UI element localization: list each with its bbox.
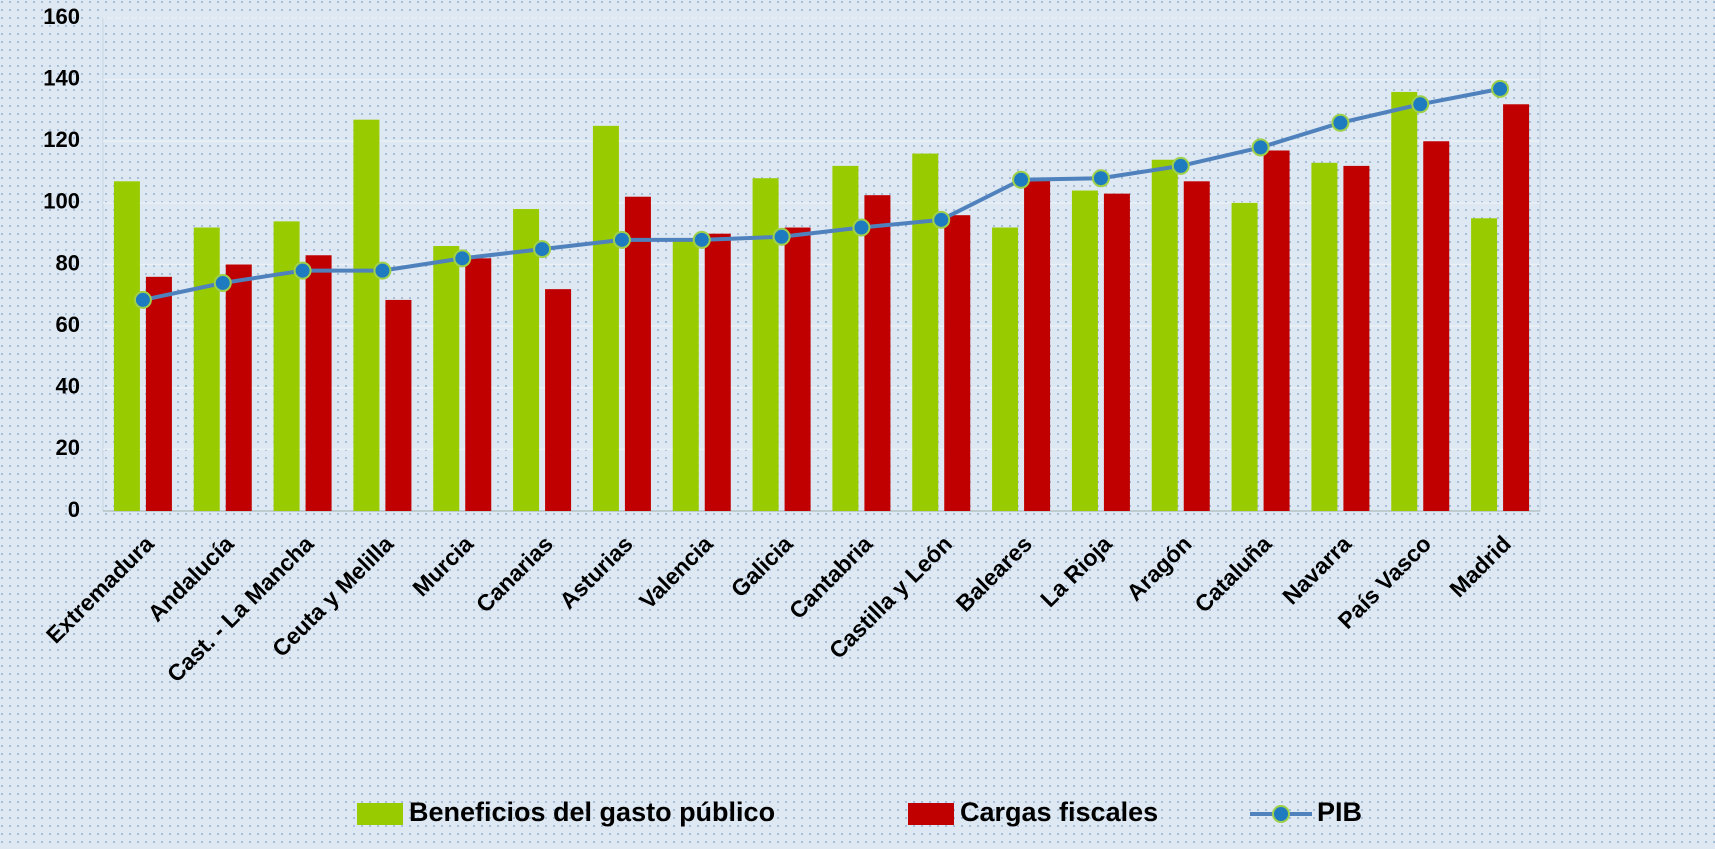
- bar: [624, 196, 651, 511]
- line-marker: [533, 240, 552, 259]
- line-marker: [1012, 170, 1031, 189]
- y-tick-label: 20: [56, 435, 80, 460]
- line-marker: [1171, 156, 1190, 175]
- bar: [145, 276, 172, 511]
- bar: [353, 119, 380, 512]
- bar: [992, 227, 1019, 511]
- bar: [912, 153, 939, 511]
- bar: [1151, 159, 1178, 512]
- line-marker: [213, 273, 232, 292]
- bar: [864, 195, 891, 511]
- legend-swatch: [908, 803, 954, 825]
- bar: [1311, 162, 1338, 511]
- bar: [1503, 104, 1530, 512]
- line-marker: [1411, 95, 1430, 114]
- bar: [113, 181, 140, 511]
- line-marker: [1491, 79, 1510, 98]
- bar: [433, 246, 460, 511]
- y-tick-label: 120: [43, 127, 80, 152]
- bar: [513, 209, 540, 511]
- bar: [784, 227, 811, 511]
- bar: [1391, 91, 1418, 511]
- bar: [832, 165, 859, 511]
- bar: [752, 178, 779, 511]
- legend-marker: [1272, 805, 1290, 823]
- line-marker: [1331, 113, 1350, 132]
- bar: [704, 233, 731, 511]
- line: [142, 86, 1501, 302]
- line-marker: [453, 249, 472, 268]
- line-marker: [932, 210, 951, 229]
- bar: [1183, 181, 1210, 511]
- y-tick-label: 0: [68, 497, 80, 522]
- line-marker: [852, 218, 871, 237]
- line-marker: [373, 261, 392, 280]
- bar: [1263, 150, 1290, 511]
- bar: [1343, 165, 1370, 511]
- bar: [545, 289, 572, 511]
- line-marker: [1091, 169, 1110, 188]
- bar: [1071, 190, 1098, 512]
- bar: [193, 227, 220, 511]
- bar: [1423, 141, 1450, 511]
- bar: [1471, 218, 1498, 511]
- y-tick-label: 40: [56, 374, 80, 399]
- legend-swatch: [357, 803, 403, 825]
- y-tick-label: 140: [43, 65, 80, 90]
- bar: [273, 221, 300, 512]
- y-tick-label: 80: [56, 250, 80, 275]
- line-marker: [612, 230, 631, 249]
- y-tick-label: 60: [56, 312, 80, 337]
- y-tick-label: 100: [43, 189, 80, 214]
- line-marker: [1251, 138, 1270, 157]
- bar: [465, 258, 492, 511]
- bar: [944, 215, 971, 511]
- bar: [225, 264, 252, 511]
- line-marker: [133, 290, 152, 309]
- bar: [672, 239, 699, 511]
- bar: [1024, 179, 1051, 511]
- bar: [1103, 193, 1130, 511]
- legend-label: Beneficios del gasto público: [409, 797, 775, 827]
- y-tick-label: 160: [43, 4, 80, 29]
- legend-label: PIB: [1317, 797, 1362, 827]
- bar: [592, 125, 619, 511]
- line-marker: [293, 261, 312, 280]
- bar: [385, 299, 412, 511]
- line-marker: [772, 227, 791, 246]
- bar: [305, 255, 332, 511]
- legend-label: Cargas fiscales: [960, 797, 1158, 827]
- line-marker: [692, 230, 711, 249]
- bar: [1231, 202, 1258, 511]
